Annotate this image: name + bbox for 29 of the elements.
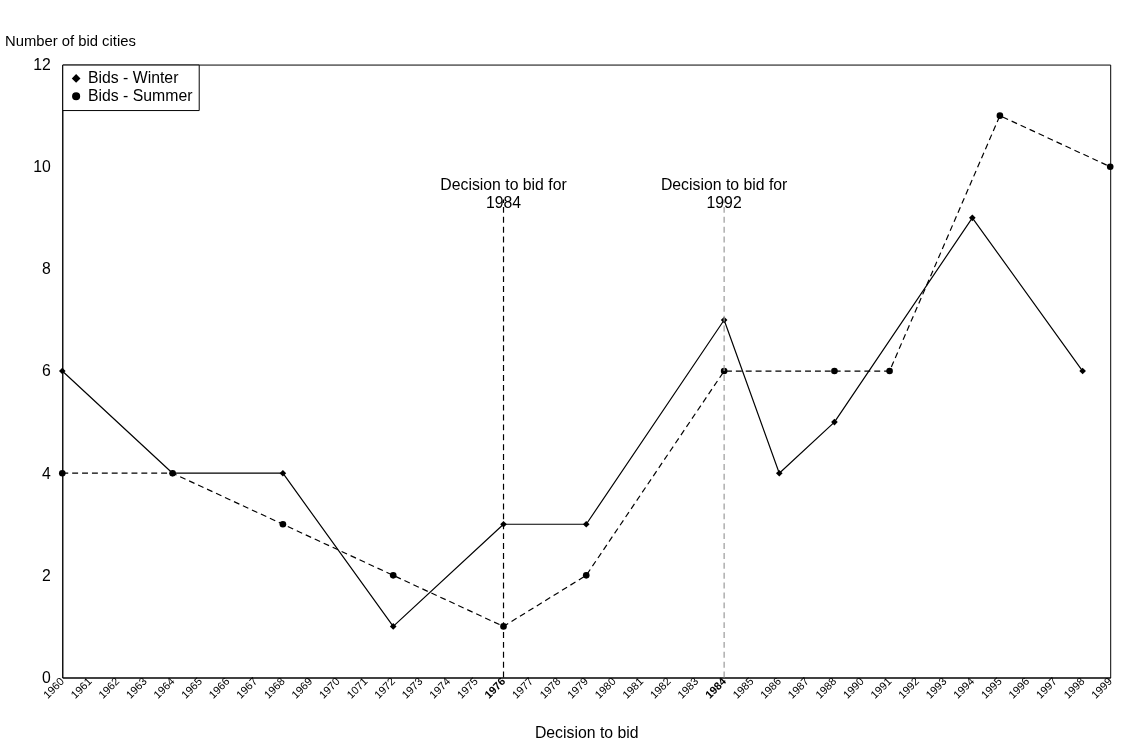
point (500, 623, 507, 630)
point (279, 469, 287, 477)
point (831, 367, 838, 375)
y-tick-label: 4 (42, 464, 52, 482)
y-tick-label: 10 (33, 158, 52, 176)
ref-line-label: Decision to bid for 1992 (660, 176, 788, 212)
y-tick-label: 2 (42, 566, 51, 584)
x-axis-title: Decision to bid (534, 724, 639, 742)
legend-label: Bids - Winter (87, 69, 179, 87)
point (389, 572, 397, 579)
point (1106, 163, 1114, 171)
point (279, 520, 287, 528)
point (720, 316, 728, 324)
point (58, 367, 66, 375)
y-axis-title: Number of bid cities (4, 32, 136, 49)
point (775, 469, 783, 477)
point (969, 214, 976, 222)
y-tick-label: 12 (33, 56, 51, 74)
point (996, 112, 1004, 119)
point (389, 623, 397, 630)
ref-line-label: Decision to bid for 1984 (440, 176, 567, 212)
y-tick-label: 6 (42, 362, 52, 380)
point (886, 367, 893, 375)
point (831, 418, 838, 426)
legend-label: Bids - Summer (87, 87, 193, 105)
point (58, 469, 66, 477)
point (582, 520, 590, 528)
y-tick-label: 8 (42, 260, 52, 278)
point (582, 572, 590, 579)
